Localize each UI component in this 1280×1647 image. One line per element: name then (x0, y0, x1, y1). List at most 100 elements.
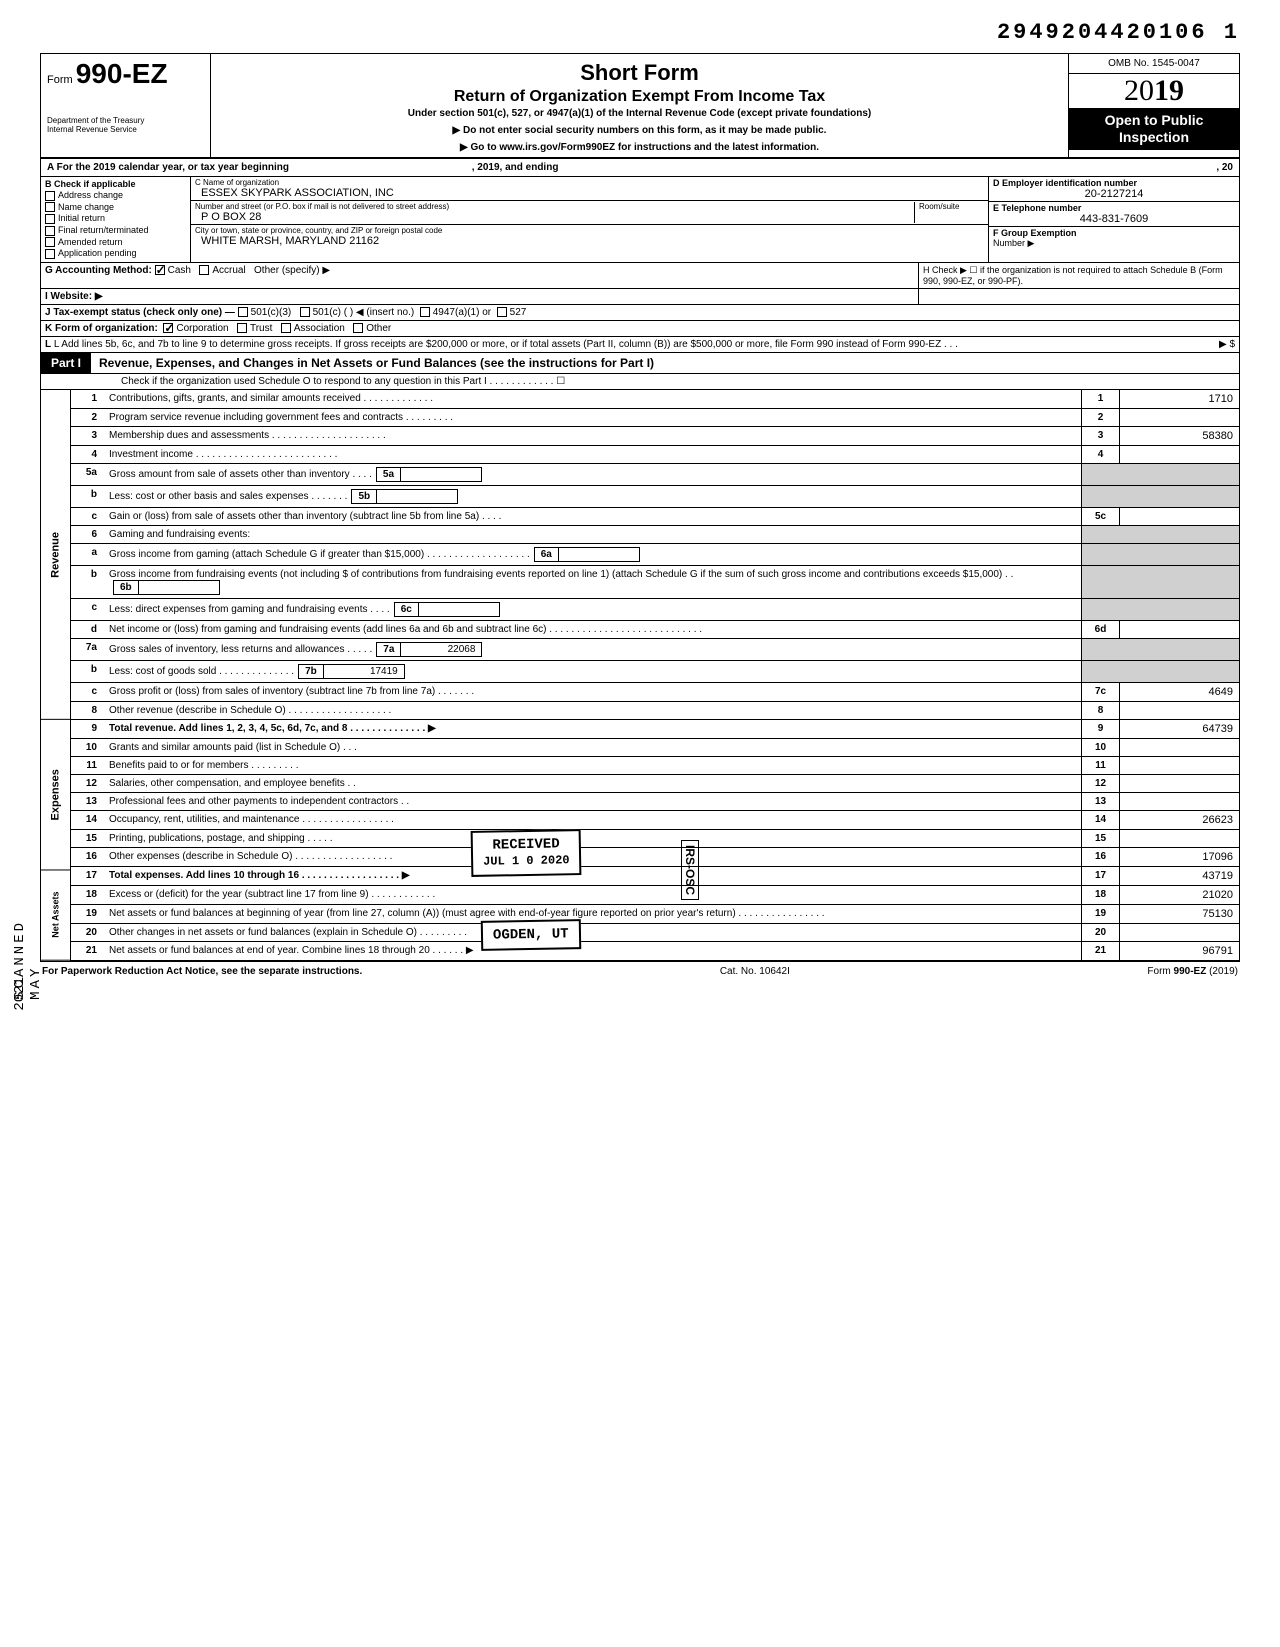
check-cash[interactable] (155, 265, 165, 275)
line-box-number: 12 (1081, 775, 1119, 792)
city-value: WHITE MARSH, MARYLAND 21162 (195, 235, 984, 247)
check-final[interactable] (45, 226, 55, 236)
line-value (1119, 775, 1239, 792)
col-c: C Name of organization ESSEX SKYPARK ASS… (191, 177, 989, 262)
line-box-number: 17 (1081, 867, 1119, 885)
line-value (1119, 793, 1239, 810)
line-box-number: 1 (1081, 390, 1119, 408)
check-501c3[interactable] (238, 307, 248, 317)
line-6: 6Gaming and fundraising events: (71, 526, 1239, 544)
open-line2: Inspection (1119, 129, 1189, 145)
label-assoc: Association (294, 323, 345, 334)
label-501c3: 501(c)(3) (251, 307, 292, 318)
label-address-change: Address change (58, 190, 123, 200)
footer-mid: Cat. No. 10642I (720, 966, 790, 977)
check-assoc[interactable] (281, 323, 291, 333)
line-desc: Occupancy, rent, utilities, and maintena… (103, 811, 1081, 829)
line-num: 21 (71, 942, 103, 960)
line-num: 17 (71, 867, 103, 885)
line-desc: Professional fees and other payments to … (103, 793, 1081, 810)
check-trust[interactable] (237, 323, 247, 333)
line-desc: Total expenses. Add lines 10 through 16 … (103, 867, 1081, 885)
line-box-number: 9 (1081, 720, 1119, 738)
line-value: 75130 (1119, 905, 1239, 923)
line-16: 16Other expenses (describe in Schedule O… (71, 848, 1239, 867)
line-desc: Grants and similar amounts paid (list in… (103, 739, 1081, 756)
check-accrual[interactable] (199, 265, 209, 275)
line-desc: Net assets or fund balances at beginning… (103, 905, 1081, 923)
g-label: G Accounting Method: (45, 265, 152, 276)
check-initial[interactable] (45, 214, 55, 224)
lines-body: 1Contributions, gifts, grants, and simil… (71, 390, 1239, 961)
line-desc: Other expenses (describe in Schedule O) … (103, 848, 1081, 866)
line-num: 11 (71, 757, 103, 774)
footer-right: Form 990-EZ (2019) (1147, 966, 1238, 977)
instruction-url: ▶ Go to www.irs.gov/Form990EZ for instru… (219, 142, 1060, 153)
line-desc: Contributions, gifts, grants, and simila… (103, 390, 1081, 408)
line-value (1119, 830, 1239, 847)
line-box-number: 13 (1081, 793, 1119, 810)
check-501c[interactable] (300, 307, 310, 317)
line-desc: Benefits paid to or for members . . . . … (103, 757, 1081, 774)
line-num: 19 (71, 905, 103, 923)
city-label: City or town, state or province, country… (195, 226, 984, 235)
title-return: Return of Organization Exempt From Incom… (219, 88, 1060, 106)
check-pending[interactable] (45, 249, 55, 259)
year-suffix: 19 (1154, 74, 1184, 107)
label-cash: Cash (168, 265, 191, 276)
website-label: I Website: ▶ (45, 291, 103, 302)
label-4947: 4947(a)(1) or (433, 307, 491, 318)
line-c: cGross profit or (loss) from sales of in… (71, 683, 1239, 702)
label-corp: Corporation (176, 323, 228, 334)
k-label: K Form of organization: (45, 323, 158, 334)
line-8: 8Other revenue (describe in Schedule O) … (71, 702, 1239, 720)
row-gh: G Accounting Method: Cash Accrual Other … (40, 263, 1240, 289)
line-1: 1Contributions, gifts, grants, and simil… (71, 390, 1239, 409)
form-number: 990-EZ (76, 58, 168, 89)
tax-year: 2019 (1069, 74, 1239, 108)
check-527[interactable] (497, 307, 507, 317)
line-num: 18 (71, 886, 103, 904)
line-num: c (71, 599, 103, 620)
check-name[interactable] (45, 202, 55, 212)
line-17: 17Total expenses. Add lines 10 through 1… (71, 867, 1239, 886)
line-4: 4Investment income . . . . . . . . . . .… (71, 446, 1239, 464)
line-value: 21020 (1119, 886, 1239, 904)
line-5a: 5aGross amount from sale of assets other… (71, 464, 1239, 486)
check-4947[interactable] (420, 307, 430, 317)
check-corp[interactable] (163, 323, 173, 333)
line-gray-fill (1081, 639, 1239, 660)
line-num: 20 (71, 924, 103, 941)
check-address[interactable] (45, 191, 55, 201)
e-label: E Telephone number (993, 203, 1235, 213)
line-value: 58380 (1119, 427, 1239, 445)
line-21: 21Net assets or fund balances at end of … (71, 942, 1239, 961)
line-desc: Printing, publications, postage, and shi… (103, 830, 1081, 847)
label-501c: 501(c) ( (313, 307, 347, 318)
org-name: ESSEX SKYPARK ASSOCIATION, INC (195, 187, 984, 199)
omb-number: OMB No. 1545-0047 (1069, 54, 1239, 74)
line-box-number: 19 (1081, 905, 1119, 923)
line-num: b (71, 661, 103, 682)
line-a-label: A For the 2019 calendar year, or tax yea… (47, 162, 289, 173)
line-box-number: 5c (1081, 508, 1119, 525)
dept-irs: Internal Revenue Service (47, 125, 204, 134)
row-h: H Check ▶ ☐ if the organization is not r… (919, 263, 1239, 288)
line-desc: Other revenue (describe in Schedule O) .… (103, 702, 1081, 719)
footer-left: For Paperwork Reduction Act Notice, see … (42, 966, 362, 977)
line-value (1119, 508, 1239, 525)
line-15: 15Printing, publications, postage, and s… (71, 830, 1239, 848)
line-num: 6 (71, 526, 103, 543)
instruction-ssn: ▶ Do not enter social security numbers o… (219, 125, 1060, 136)
label-accrual: Accrual (212, 265, 245, 276)
inner-amount-box: 6c (394, 602, 500, 617)
dept-treasury: Department of the Treasury (47, 116, 204, 125)
check-other-org[interactable] (353, 323, 363, 333)
form-id-cell: Form 990-EZ Department of the Treasury I… (41, 54, 211, 157)
line-b: bLess: cost of goods sold . . . . . . . … (71, 661, 1239, 683)
line-desc: Less: cost of goods sold . . . . . . . .… (103, 661, 1081, 682)
line-num: c (71, 683, 103, 701)
check-amended[interactable] (45, 237, 55, 247)
line-desc: Total revenue. Add lines 1, 2, 3, 4, 5c,… (103, 720, 1081, 738)
line-9: 9Total revenue. Add lines 1, 2, 3, 4, 5c… (71, 720, 1239, 739)
